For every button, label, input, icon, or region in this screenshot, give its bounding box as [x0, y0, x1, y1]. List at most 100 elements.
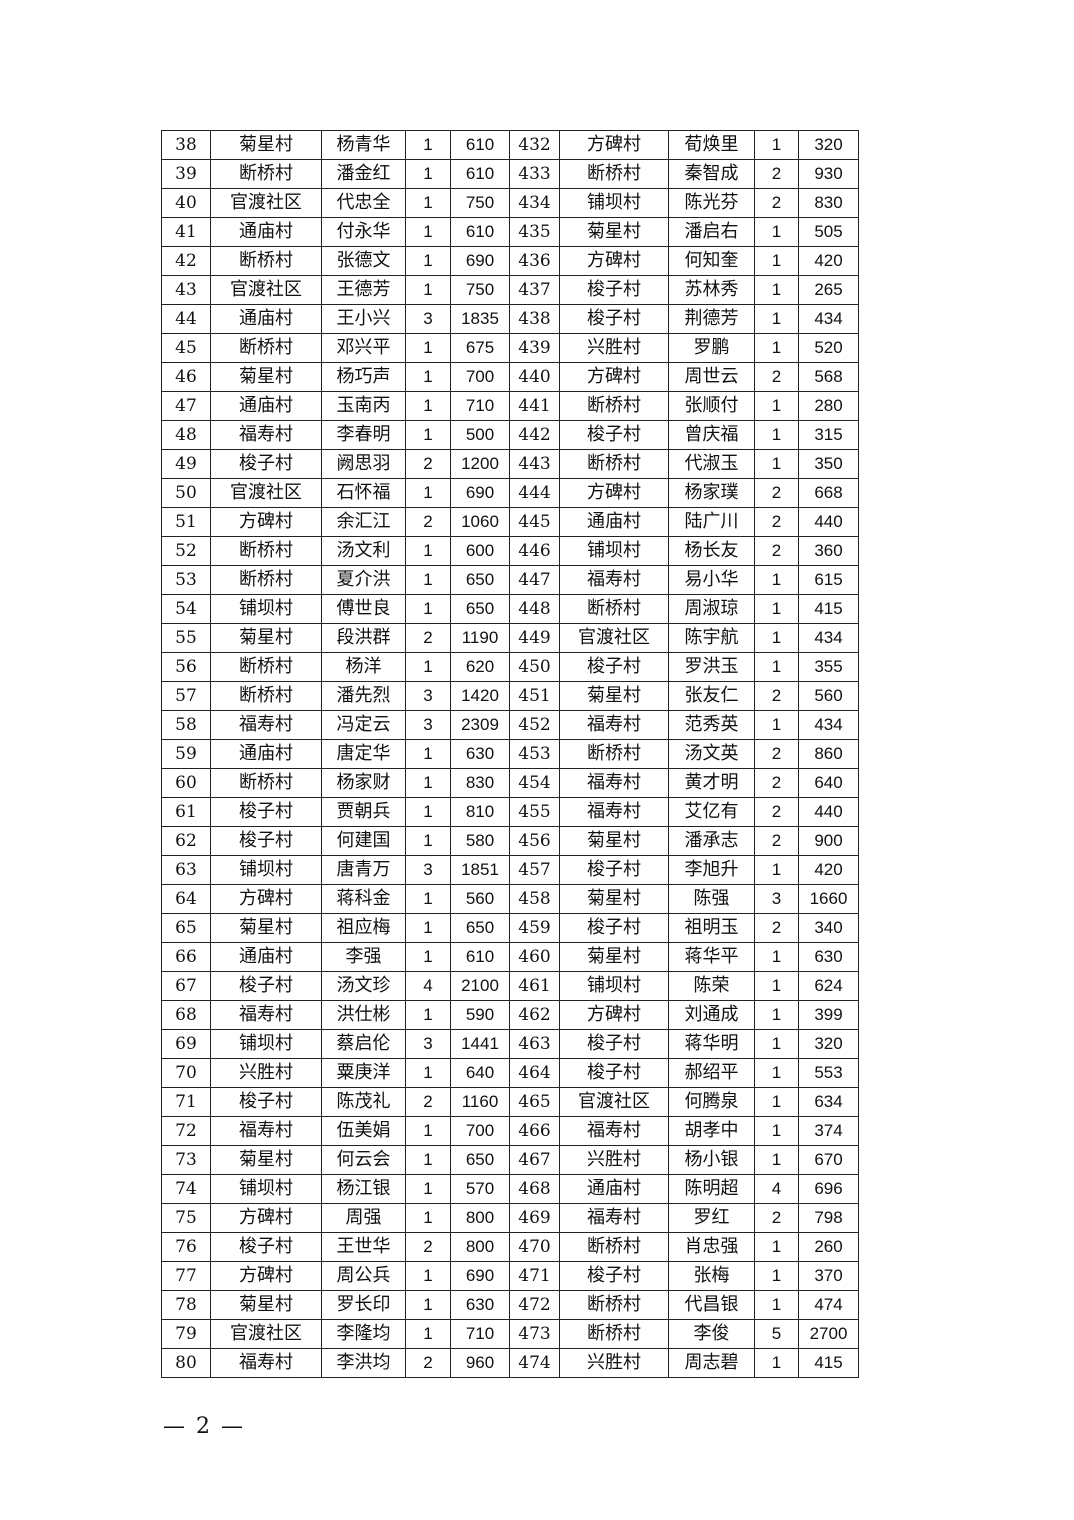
- household-count-cell: 2: [405, 507, 451, 537]
- amount-cell: 668: [798, 478, 859, 508]
- village-cell: 方碑村: [559, 478, 669, 508]
- table-row: 63 铺坝村 唐青万 3 1851 457 梭子村 李旭升 1 420: [161, 855, 859, 885]
- row-number-cell: 39: [161, 159, 211, 189]
- village-cell: 福寿村: [559, 1116, 669, 1146]
- amount-cell: 750: [450, 275, 510, 305]
- row-number-cell: 461: [509, 971, 560, 1001]
- row-number-cell: 443: [509, 449, 560, 479]
- household-count-cell: 1: [754, 275, 799, 305]
- household-count-cell: 2: [405, 449, 451, 479]
- household-count-cell: 1: [405, 362, 451, 392]
- row-number-cell: 437: [509, 275, 560, 305]
- amount-cell: 690: [450, 1261, 510, 1291]
- household-count-cell: 1: [754, 565, 799, 595]
- row-number-cell: 70: [161, 1058, 211, 1088]
- table-row: 61 梭子村 贾朝兵 1 810 455 福寿村 艾亿有 2 440: [161, 797, 859, 827]
- table-row: 49 梭子村 阙思羽 2 1200 443 断桥村 代淑玉 1 350: [161, 449, 859, 479]
- row-number-cell: 452: [509, 710, 560, 740]
- village-cell: 梭子村: [559, 1029, 669, 1059]
- household-count-cell: 2: [405, 1087, 451, 1117]
- row-number-cell: 438: [509, 304, 560, 334]
- amount-cell: 374: [798, 1116, 859, 1146]
- row-number-cell: 66: [161, 942, 211, 972]
- village-cell: 铺坝村: [210, 1029, 322, 1059]
- household-count-cell: 1: [405, 1319, 451, 1349]
- name-cell: 杨巧声: [321, 362, 406, 392]
- amount-cell: 610: [450, 159, 510, 189]
- table-row: 58 福寿村 冯定云 3 2309 452 福寿村 范秀英 1 434: [161, 710, 859, 740]
- amount-cell: 690: [450, 478, 510, 508]
- amount-cell: 2100: [450, 971, 510, 1001]
- amount-cell: 640: [798, 768, 859, 798]
- amount-cell: 570: [450, 1174, 510, 1204]
- name-cell: 唐定华: [321, 739, 406, 769]
- household-count-cell: 2: [754, 913, 799, 943]
- row-number-cell: 62: [161, 826, 211, 856]
- household-count-cell: 1: [754, 217, 799, 247]
- village-cell: 福寿村: [210, 710, 322, 740]
- village-cell: 梭子村: [210, 826, 322, 856]
- row-number-cell: 65: [161, 913, 211, 943]
- name-cell: 蒋科金: [321, 884, 406, 914]
- village-cell: 方碑村: [210, 1261, 322, 1291]
- row-number-cell: 51: [161, 507, 211, 537]
- table-row: 55 菊星村 段洪群 2 1190 449 官渡社区 陈宇航 1 434: [161, 623, 859, 653]
- village-cell: 断桥村: [210, 536, 322, 566]
- row-number-cell: 450: [509, 652, 560, 682]
- table-row: 78 菊星村 罗长印 1 630 472 断桥村 代昌银 1 474: [161, 1290, 859, 1320]
- amount-cell: 560: [798, 681, 859, 711]
- name-cell: 余汇江: [321, 507, 406, 537]
- village-cell: 断桥村: [559, 594, 669, 624]
- amount-cell: 265: [798, 275, 859, 305]
- amount-cell: 650: [450, 594, 510, 624]
- amount-cell: 1660: [798, 884, 859, 914]
- village-cell: 兴胜村: [210, 1058, 322, 1088]
- row-number-cell: 59: [161, 739, 211, 769]
- name-cell: 汤文珍: [321, 971, 406, 1001]
- row-number-cell: 46: [161, 362, 211, 392]
- village-cell: 通庙村: [210, 739, 322, 769]
- row-number-cell: 77: [161, 1261, 211, 1291]
- table-row: 54 铺坝村 傅世良 1 650 448 断桥村 周淑琼 1 415: [161, 594, 859, 624]
- amount-cell: 1851: [450, 855, 510, 885]
- household-count-cell: 1: [754, 1232, 799, 1262]
- household-count-cell: 1: [405, 1058, 451, 1088]
- household-count-cell: 1: [405, 565, 451, 595]
- name-cell: 汤文利: [321, 536, 406, 566]
- household-count-cell: 1: [405, 739, 451, 769]
- name-cell: 夏介洪: [321, 565, 406, 595]
- village-cell: 铺坝村: [210, 594, 322, 624]
- amount-cell: 415: [798, 1348, 859, 1378]
- household-count-cell: 1: [405, 1261, 451, 1291]
- name-cell: 周志碧: [668, 1348, 755, 1378]
- row-number-cell: 465: [509, 1087, 560, 1117]
- name-cell: 祖应梅: [321, 913, 406, 943]
- amount-cell: 1420: [450, 681, 510, 711]
- amount-cell: 420: [798, 855, 859, 885]
- village-cell: 断桥村: [210, 159, 322, 189]
- amount-cell: 800: [450, 1203, 510, 1233]
- row-number-cell: 45: [161, 333, 211, 363]
- name-cell: 杨长友: [668, 536, 755, 566]
- table-row: 66 通庙村 李强 1 610 460 菊星村 蒋华平 1 630: [161, 942, 859, 972]
- name-cell: 冯定云: [321, 710, 406, 740]
- village-cell: 方碑村: [210, 884, 322, 914]
- name-cell: 何建国: [321, 826, 406, 856]
- row-number-cell: 455: [509, 797, 560, 827]
- name-cell: 杨小银: [668, 1145, 755, 1175]
- name-cell: 周公兵: [321, 1261, 406, 1291]
- village-cell: 菊星村: [559, 217, 669, 247]
- name-cell: 杨家财: [321, 768, 406, 798]
- row-number-cell: 444: [509, 478, 560, 508]
- household-count-cell: 2: [754, 768, 799, 798]
- name-cell: 罗洪玉: [668, 652, 755, 682]
- household-count-cell: 1: [405, 536, 451, 566]
- name-cell: 陈茂礼: [321, 1087, 406, 1117]
- name-cell: 李强: [321, 942, 406, 972]
- amount-cell: 474: [798, 1290, 859, 1320]
- name-cell: 罗红: [668, 1203, 755, 1233]
- table-row: 70 兴胜村 粟庚洋 1 640 464 梭子村 郝绍平 1 553: [161, 1058, 859, 1088]
- row-number-cell: 435: [509, 217, 560, 247]
- village-cell: 福寿村: [559, 565, 669, 595]
- village-cell: 官渡社区: [559, 1087, 669, 1117]
